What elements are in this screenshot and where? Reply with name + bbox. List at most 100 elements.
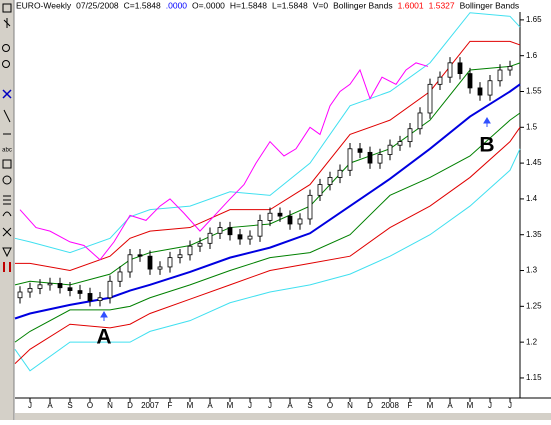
header-text: 1.5327: [429, 0, 455, 10]
x-tick-label: M: [227, 401, 234, 410]
candle-body: [277, 212, 283, 217]
header-text: L=1.5848: [272, 0, 308, 10]
x-tick-label: M: [467, 401, 474, 410]
candle-body: [157, 266, 163, 270]
line: [14, 62, 521, 286]
x-tick-label: M: [427, 401, 434, 410]
candle-body: [147, 255, 153, 270]
arrow-a: [100, 311, 108, 321]
candle-body: [167, 257, 173, 268]
zoom-in-icon[interactable]: [2, 44, 10, 52]
candle-body: [27, 288, 33, 293]
tool-icon[interactable]: abc: [2, 148, 12, 154]
candle-body: [497, 69, 503, 82]
x-tick-label: M: [187, 401, 194, 410]
annotation: A: [96, 326, 111, 349]
tool-icon[interactable]: [3, 18, 11, 28]
candle-body: [287, 215, 293, 225]
candle-body: [227, 227, 233, 236]
candle-body: [347, 148, 353, 171]
header-text: Bollinger Bands: [333, 0, 393, 10]
x-tick-label: A: [207, 401, 213, 410]
tool-icon[interactable]: [2, 247, 12, 258]
line: [14, 148, 521, 372]
x-tick-label: N: [347, 401, 353, 410]
candle-body: [257, 219, 263, 237]
candle-body: [57, 283, 63, 289]
tool-icon[interactable]: [2, 159, 12, 169]
x-tick-label: O: [327, 401, 333, 410]
x-tick-label: S: [307, 401, 312, 410]
x-tick-label: N: [107, 401, 113, 410]
y-tick-label: 1.25: [526, 301, 542, 310]
header-text: EURO-Weekly: [16, 0, 72, 10]
scrollbar: [15, 413, 551, 420]
x-tick-label: S: [67, 401, 72, 410]
line: [14, 127, 521, 364]
candle-body: [477, 87, 483, 96]
candle-body: [37, 284, 43, 289]
candle-body: [467, 73, 473, 89]
candle-body: [327, 177, 333, 185]
header-text: H=1.5848: [230, 0, 267, 10]
candle-body: [187, 245, 193, 256]
x-tick-label: A: [47, 401, 53, 410]
x-tick-label: J: [488, 401, 492, 410]
candle-body: [487, 80, 493, 96]
tool-icon[interactable]: [2, 175, 12, 185]
header-text: .0000: [166, 0, 188, 10]
zoom-out-icon[interactable]: [2, 60, 10, 68]
candle-body: [117, 271, 123, 282]
tool-icon[interactable]: [3, 109, 11, 123]
candle-body: [437, 76, 443, 85]
header-text: C=1.5848: [124, 0, 161, 10]
candle-body: [77, 290, 83, 294]
candle-body: [97, 297, 103, 302]
tool-icon[interactable]: [3, 195, 11, 205]
candle-body: [207, 232, 213, 244]
candle-body: [337, 169, 343, 178]
x-tick-label: 2008: [381, 401, 399, 410]
x-tick-label: J: [508, 401, 512, 410]
x-tick-label: F: [168, 401, 173, 410]
y-tick-label: 1.15: [526, 373, 542, 382]
header-text: 07/25/2008: [76, 0, 119, 10]
candle-body: [387, 144, 393, 155]
candle-body: [177, 254, 183, 259]
candle-body: [307, 194, 313, 220]
header-text: O=.0000: [192, 0, 225, 10]
header-text: 1.6001: [398, 0, 424, 10]
tool-icon[interactable]: [3, 262, 11, 272]
candle-body: [397, 141, 403, 146]
tool-icon[interactable]: [2, 89, 12, 99]
x-tick-label: J: [268, 401, 272, 410]
x-tick-label: D: [127, 401, 133, 410]
candle-body: [367, 151, 373, 164]
candle-body: [507, 66, 513, 71]
tool-icon[interactable]: [2, 3, 12, 13]
candle-body: [137, 254, 143, 257]
candle-body: [317, 184, 323, 196]
y-tick-label: 1.3: [526, 266, 538, 275]
y-tick-label: 1.55: [526, 87, 542, 96]
tool-icon[interactable]: [2, 211, 12, 217]
candle-body: [217, 227, 223, 234]
candle-body: [267, 212, 273, 221]
candle-body: [17, 291, 23, 299]
candle-body: [107, 280, 113, 299]
line: [19, 62, 429, 261]
line: [14, 12, 521, 254]
candle-body: [127, 254, 133, 273]
x-tick-label: A: [287, 401, 293, 410]
candle-body: [407, 128, 413, 143]
y-tick-label: 1.2: [526, 337, 538, 346]
x-tick-label: 2007: [141, 401, 159, 410]
annotation: B: [479, 134, 494, 157]
toolbar: abc: [0, 0, 15, 420]
x-tick-label: J: [248, 401, 252, 410]
x-tick-label: D: [367, 401, 373, 410]
header-text: V=0: [313, 0, 329, 10]
candle-body: [237, 234, 243, 240]
tool-icon[interactable]: [2, 227, 12, 237]
